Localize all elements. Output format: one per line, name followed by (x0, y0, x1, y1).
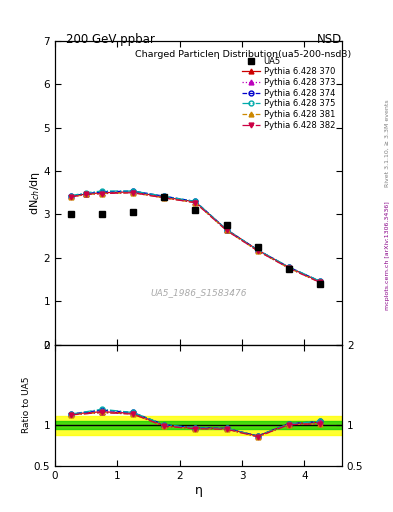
Pythia 6.428 375 (99, 188, 104, 194)
Pythia 6.428 375 (130, 188, 135, 194)
UA5 (68, 211, 73, 218)
Text: Rivet 3.1.10, ≥ 3.3M events: Rivet 3.1.10, ≥ 3.3M events (385, 99, 390, 187)
Pythia 6.428 374 (286, 264, 291, 270)
Pythia 6.428 375 (318, 278, 322, 284)
Pythia 6.428 382 (84, 191, 88, 198)
Bar (55, 421, 342, 430)
Pythia 6.428 370 (255, 247, 260, 253)
Pythia 6.428 381 (224, 227, 229, 233)
Line: UA5: UA5 (68, 194, 323, 287)
Pythia 6.428 374 (255, 247, 260, 253)
Pythia 6.428 381 (255, 248, 260, 254)
Line: Pythia 6.428 382: Pythia 6.428 382 (68, 190, 323, 285)
Pythia 6.428 375 (162, 193, 167, 199)
Line: Pythia 6.428 370: Pythia 6.428 370 (68, 189, 323, 284)
Pythia 6.428 373 (84, 191, 88, 197)
Pythia 6.428 370 (286, 264, 291, 270)
Legend: UA5, Pythia 6.428 370, Pythia 6.428 373, Pythia 6.428 374, Pythia 6.428 375, Pyt: UA5, Pythia 6.428 370, Pythia 6.428 373,… (240, 54, 338, 132)
Pythia 6.428 382 (255, 248, 260, 254)
Pythia 6.428 374 (193, 198, 198, 204)
Y-axis label: dN$_{ch}$/dη: dN$_{ch}$/dη (28, 171, 42, 215)
Line: Pythia 6.428 381: Pythia 6.428 381 (68, 190, 323, 285)
UA5 (286, 266, 291, 272)
Pythia 6.428 370 (68, 193, 73, 199)
Pythia 6.428 381 (318, 280, 322, 286)
Pythia 6.428 381 (84, 191, 88, 198)
X-axis label: η: η (195, 483, 202, 497)
UA5 (193, 207, 198, 213)
UA5 (255, 244, 260, 250)
Line: Pythia 6.428 375: Pythia 6.428 375 (68, 188, 323, 284)
Pythia 6.428 382 (318, 280, 322, 286)
Pythia 6.428 382 (130, 189, 135, 196)
Pythia 6.428 370 (162, 194, 167, 200)
Text: NSD: NSD (317, 33, 342, 46)
Pythia 6.428 374 (99, 189, 104, 195)
Pythia 6.428 373 (318, 279, 322, 285)
Pythia 6.428 370 (99, 189, 104, 196)
Pythia 6.428 370 (193, 199, 198, 205)
Pythia 6.428 381 (68, 194, 73, 200)
Text: 200 GeV ppbar: 200 GeV ppbar (66, 33, 154, 46)
Pythia 6.428 370 (318, 279, 322, 285)
Pythia 6.428 373 (68, 193, 73, 199)
Y-axis label: Ratio to UA5: Ratio to UA5 (22, 377, 31, 434)
Pythia 6.428 374 (224, 226, 229, 232)
Pythia 6.428 370 (130, 189, 135, 195)
Pythia 6.428 382 (99, 190, 104, 197)
Text: mcplots.cern.ch [arXiv:1306.3436]: mcplots.cern.ch [arXiv:1306.3436] (385, 202, 390, 310)
UA5 (130, 209, 135, 216)
Pythia 6.428 370 (84, 191, 88, 197)
Pythia 6.428 375 (84, 189, 88, 196)
Pythia 6.428 375 (255, 247, 260, 253)
Text: Charged Particleη Distribution(ua5-200-nsd3): Charged Particleη Distribution(ua5-200-n… (135, 50, 352, 59)
Pythia 6.428 373 (255, 247, 260, 253)
Pythia 6.428 373 (193, 199, 198, 205)
Pythia 6.428 381 (286, 265, 291, 271)
Pythia 6.428 381 (193, 200, 198, 206)
Pythia 6.428 370 (224, 226, 229, 232)
Pythia 6.428 375 (286, 264, 291, 270)
Pythia 6.428 381 (162, 195, 167, 201)
Bar (55, 416, 342, 435)
Pythia 6.428 374 (68, 193, 73, 199)
Pythia 6.428 382 (68, 194, 73, 200)
Pythia 6.428 382 (193, 200, 198, 206)
Text: UA5_1986_S1583476: UA5_1986_S1583476 (150, 288, 247, 297)
Pythia 6.428 382 (224, 227, 229, 233)
UA5 (318, 281, 322, 287)
Pythia 6.428 382 (162, 195, 167, 201)
UA5 (99, 211, 104, 218)
Pythia 6.428 374 (84, 190, 88, 197)
Pythia 6.428 373 (99, 189, 104, 196)
Pythia 6.428 374 (130, 188, 135, 194)
UA5 (224, 222, 229, 228)
Pythia 6.428 373 (286, 264, 291, 270)
Pythia 6.428 375 (224, 226, 229, 232)
Line: Pythia 6.428 373: Pythia 6.428 373 (68, 189, 323, 284)
Pythia 6.428 382 (286, 265, 291, 271)
Pythia 6.428 375 (68, 193, 73, 199)
Pythia 6.428 381 (99, 190, 104, 197)
Pythia 6.428 375 (193, 198, 198, 204)
UA5 (162, 194, 167, 200)
Pythia 6.428 374 (162, 193, 167, 199)
Pythia 6.428 374 (318, 278, 322, 284)
Pythia 6.428 381 (130, 189, 135, 196)
Pythia 6.428 373 (162, 194, 167, 200)
Pythia 6.428 373 (130, 189, 135, 195)
Line: Pythia 6.428 374: Pythia 6.428 374 (68, 188, 323, 284)
Pythia 6.428 373 (224, 226, 229, 232)
